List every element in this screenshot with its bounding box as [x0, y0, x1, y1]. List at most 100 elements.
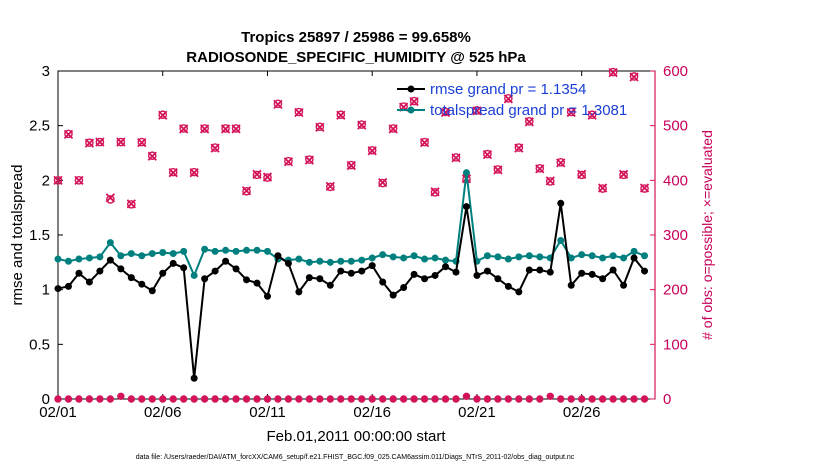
obs-possible-point [388, 124, 398, 133]
obs-possible-point [545, 177, 555, 186]
totalspread-point [483, 252, 491, 260]
obs-zero-point [515, 395, 523, 403]
rmse-point [201, 275, 209, 283]
rmse-point [232, 265, 240, 273]
y-left-tick-label: 0.5 [29, 336, 50, 353]
obs-zero-point [619, 395, 628, 403]
y-left-tick-label: 2 [42, 172, 50, 189]
obs-zero-point [609, 395, 617, 403]
obs-possible-point [629, 72, 639, 81]
totalspread-point [211, 247, 219, 255]
rmse-point [368, 262, 376, 270]
rmse-point [284, 259, 292, 267]
obs-possible-point [608, 67, 618, 77]
chart-title-line2: RADIOSONDE_SPECIFIC_HUMIDITY @ 525 hPa [186, 49, 526, 66]
totalspread-point [75, 255, 83, 263]
obs-possible-point [168, 167, 178, 177]
y-right-tick-label: 400 [663, 172, 688, 189]
totalspread-point [337, 257, 345, 265]
y-left-tick-label: 1 [42, 282, 50, 299]
rmse-point [127, 274, 135, 282]
totalspread-point [442, 256, 450, 264]
obs-zero-point [316, 395, 324, 403]
obs-possible-point [535, 164, 545, 173]
totalspread-point [106, 239, 114, 247]
obs-possible-point [294, 107, 304, 117]
obs-zero-point [96, 395, 104, 403]
obs-evaluated-point [199, 124, 210, 134]
obs-possible-point [346, 160, 356, 170]
totalspread-point [494, 253, 502, 261]
obs-possible-point [252, 170, 262, 180]
obs-evaluated-point [84, 138, 95, 148]
y-right-tick-label: 300 [663, 227, 688, 244]
obs-zero-point [452, 395, 460, 403]
obs-evaluated-point [346, 160, 356, 171]
obs-possible-point [315, 122, 325, 132]
obs-possible-point [566, 107, 576, 117]
x-tick-label: 02/06 [144, 404, 182, 421]
obs-possible-point [472, 106, 482, 115]
obs-zero-point [536, 395, 544, 403]
obs-evaluated-point [419, 137, 430, 148]
obs-possible-point [127, 200, 136, 209]
obs-possible-point [179, 124, 188, 133]
obs-zero-point [431, 395, 439, 403]
totalspread-point [557, 236, 565, 244]
rmse-point [630, 254, 638, 262]
totalspread-point [159, 248, 167, 256]
rmse-point [96, 267, 104, 275]
obs-evaluated-point [105, 193, 116, 203]
obs-possible-point [200, 124, 209, 133]
totalspread-point [138, 252, 146, 260]
rmse-point [567, 281, 575, 289]
obs-possible-point [493, 165, 503, 174]
y-left-tick-label: 3 [42, 63, 50, 80]
obs-evaluated-point [566, 107, 576, 118]
obs-possible-point [504, 94, 513, 103]
obs-possible-point [336, 110, 346, 120]
y-right-tick-label: 200 [663, 282, 688, 299]
rmse-point [117, 265, 125, 273]
rmse-point [138, 280, 146, 288]
obs-zero-point [399, 395, 408, 403]
totalspread-point [358, 256, 366, 264]
rmse-point [525, 266, 533, 274]
rmse-point [546, 268, 554, 276]
y-right-tick-label: 0 [663, 391, 671, 408]
rmse-point [64, 282, 72, 290]
y-left-axis-label: rmse and totalspread [9, 165, 26, 306]
obs-zero-point [420, 395, 429, 403]
totalspread-point [630, 247, 638, 255]
obs-zero-point [54, 395, 62, 403]
obs-possible-point [326, 182, 335, 192]
obs-evaluated-point [252, 169, 262, 179]
obs-evaluated-point [304, 155, 315, 165]
obs-zero-point [232, 395, 240, 403]
y-right-tick-label: 500 [663, 118, 688, 135]
obs-evaluated-point [262, 172, 273, 182]
obs-possible-point [53, 176, 63, 185]
obs-possible-point [273, 99, 283, 109]
rmse-point [274, 252, 282, 260]
totalspread-point [295, 255, 303, 263]
obs-evaluated-point [503, 94, 514, 104]
totalspread-point [536, 253, 544, 261]
totalspread-point [117, 252, 125, 260]
obs-evaluated-point [168, 168, 178, 178]
x-tick-label: 02/21 [458, 404, 496, 421]
obs-possible-point [525, 116, 534, 126]
obs-possible-point [263, 173, 272, 182]
obs-zero-point [148, 395, 156, 403]
obs-evaluated-point [336, 110, 346, 120]
rmse-point [588, 270, 596, 278]
rmse-point [483, 267, 491, 275]
totalspread-point [263, 247, 271, 255]
y-right-tick-label: 100 [663, 336, 688, 353]
legend-spread-marker [407, 106, 415, 114]
legend-rmse-label: rmse grand pr = 1.1354 [430, 81, 586, 98]
totalspread-point [243, 246, 251, 254]
rmse-point [620, 281, 628, 289]
footnote: data file: /Users/raeder/DAI/ATM_forcXX/… [136, 454, 575, 461]
obs-evaluated-point [137, 137, 147, 148]
